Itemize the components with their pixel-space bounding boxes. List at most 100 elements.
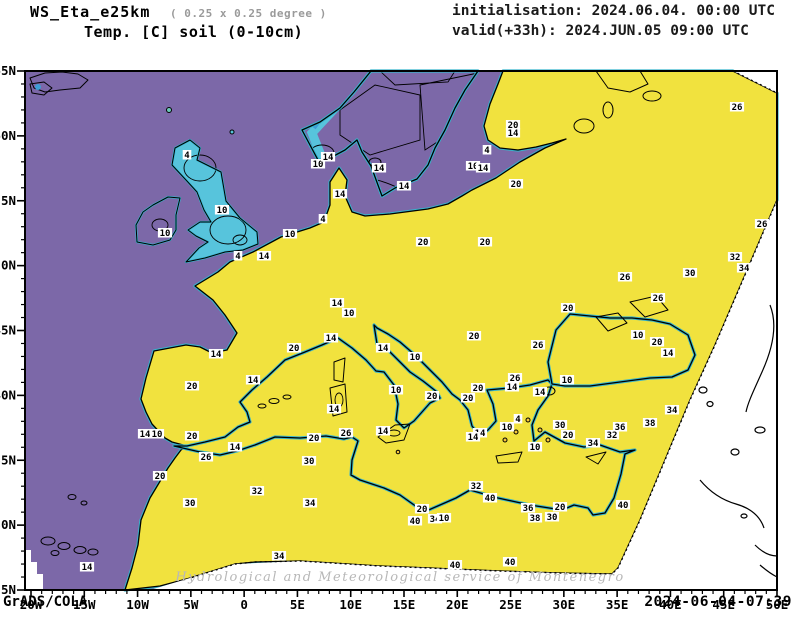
iceland-cold-core bbox=[35, 84, 41, 90]
svg-text:38: 38 bbox=[645, 419, 656, 429]
aegean-island bbox=[537, 427, 543, 433]
svg-text:30: 30 bbox=[185, 499, 196, 509]
svg-text:10: 10 bbox=[468, 162, 479, 172]
svg-text:14: 14 bbox=[329, 405, 340, 415]
svg-text:25N: 25N bbox=[0, 582, 16, 597]
svg-text:40E: 40E bbox=[659, 597, 682, 612]
svg-text:20: 20 bbox=[469, 332, 480, 342]
svg-text:14: 14 bbox=[663, 349, 674, 359]
svg-text:26: 26 bbox=[620, 273, 631, 283]
svg-text:14: 14 bbox=[535, 388, 546, 398]
svg-text:14: 14 bbox=[323, 153, 334, 163]
svg-text:15E: 15E bbox=[393, 597, 416, 612]
watermark: Hydrological and Meteorological service … bbox=[174, 570, 624, 585]
svg-text:14: 14 bbox=[335, 190, 346, 200]
field-subtitle: Temp. [C] soil (0-10cm) bbox=[84, 23, 304, 41]
svg-text:14: 14 bbox=[248, 376, 259, 386]
svg-text:20: 20 bbox=[309, 434, 320, 444]
creation-timestamp: 2024-06-04-07:39 bbox=[644, 594, 792, 610]
svg-text:20: 20 bbox=[480, 238, 491, 248]
svg-text:20: 20 bbox=[427, 392, 438, 402]
svg-text:30E: 30E bbox=[553, 597, 576, 612]
crete bbox=[495, 451, 523, 464]
canary-islands bbox=[40, 536, 56, 546]
svg-text:36: 36 bbox=[523, 504, 534, 514]
outside-domain-mask bbox=[25, 70, 778, 590]
svg-text:20: 20 bbox=[555, 503, 566, 513]
lake-ladoga bbox=[573, 118, 595, 134]
svg-text:14: 14 bbox=[508, 129, 519, 139]
sicily bbox=[377, 423, 411, 444]
svg-text:26: 26 bbox=[732, 103, 743, 113]
iceland bbox=[29, 71, 89, 93]
svg-text:10: 10 bbox=[633, 331, 644, 341]
domain-boundary bbox=[189, 70, 778, 579]
malta bbox=[395, 449, 401, 455]
svg-text:20: 20 bbox=[417, 505, 428, 515]
svg-text:10E: 10E bbox=[339, 597, 362, 612]
outside-coastlines bbox=[698, 304, 778, 578]
svg-text:30: 30 bbox=[547, 513, 558, 523]
svg-text:14: 14 bbox=[230, 443, 241, 453]
svg-text:55N: 55N bbox=[0, 193, 16, 208]
svg-text:10: 10 bbox=[530, 443, 541, 453]
svg-text:14: 14 bbox=[399, 182, 410, 192]
svg-text:14: 14 bbox=[468, 433, 479, 443]
svg-text:20: 20 bbox=[508, 121, 519, 131]
svg-text:34: 34 bbox=[305, 499, 316, 509]
sea-of-azov bbox=[629, 295, 669, 318]
svg-text:34: 34 bbox=[274, 552, 285, 562]
svg-text:14: 14 bbox=[478, 164, 489, 174]
svg-text:40: 40 bbox=[485, 494, 496, 504]
valid-time: valid(+33h): 2024.JUN.05 09:00 UTC bbox=[452, 23, 749, 39]
scandinavia-coastline bbox=[301, 70, 479, 197]
svg-text:10: 10 bbox=[391, 386, 402, 396]
svg-text:14: 14 bbox=[374, 164, 385, 174]
svg-text:50E: 50E bbox=[766, 597, 789, 612]
svg-text:5E: 5E bbox=[290, 597, 305, 612]
svg-text:20W: 20W bbox=[20, 597, 43, 612]
svg-text:10: 10 bbox=[439, 514, 450, 524]
svg-text:20: 20 bbox=[652, 338, 663, 348]
madeira bbox=[67, 494, 77, 500]
svg-text:35E: 35E bbox=[606, 597, 629, 612]
svg-text:20: 20 bbox=[187, 432, 198, 442]
svg-text:10: 10 bbox=[562, 376, 573, 386]
lake-onega bbox=[602, 101, 614, 119]
svg-text:14: 14 bbox=[332, 299, 343, 309]
great-britain bbox=[172, 140, 258, 262]
svg-text:40: 40 bbox=[618, 501, 629, 511]
svg-text:60N: 60N bbox=[0, 128, 16, 143]
black-sea-coastline bbox=[547, 313, 696, 387]
svg-text:40: 40 bbox=[505, 558, 516, 568]
svg-text:10: 10 bbox=[410, 353, 421, 363]
svg-text:0: 0 bbox=[240, 597, 248, 612]
svg-text:38: 38 bbox=[530, 514, 541, 524]
svg-text:26: 26 bbox=[533, 341, 544, 351]
shetland-islands bbox=[229, 129, 235, 135]
white-sea-inlet bbox=[642, 90, 662, 102]
svg-text:20: 20 bbox=[418, 238, 429, 248]
svg-text:10W: 10W bbox=[126, 597, 149, 612]
svg-text:40N: 40N bbox=[0, 387, 16, 402]
svg-text:4: 4 bbox=[235, 252, 241, 262]
svg-text:30: 30 bbox=[685, 269, 696, 279]
svg-text:14: 14 bbox=[507, 383, 518, 393]
iceland-cold-patch bbox=[29, 81, 53, 96]
latitude-axis: 65N 60N 55N 50N 45N 40N 35N 30N 25N bbox=[0, 63, 25, 597]
svg-text:50N: 50N bbox=[0, 258, 16, 273]
svg-text:10: 10 bbox=[160, 229, 171, 239]
svg-text:30: 30 bbox=[304, 457, 315, 467]
svg-text:20: 20 bbox=[155, 472, 166, 482]
svg-text:20: 20 bbox=[463, 394, 474, 404]
svg-text:20: 20 bbox=[473, 384, 484, 394]
svg-text:10: 10 bbox=[502, 423, 513, 433]
svg-text:5W: 5W bbox=[183, 597, 199, 612]
svg-text:20: 20 bbox=[563, 431, 574, 441]
svg-text:25E: 25E bbox=[499, 597, 522, 612]
svg-text:10: 10 bbox=[285, 230, 296, 240]
svg-text:65N: 65N bbox=[0, 63, 16, 78]
cyprus bbox=[585, 451, 607, 465]
